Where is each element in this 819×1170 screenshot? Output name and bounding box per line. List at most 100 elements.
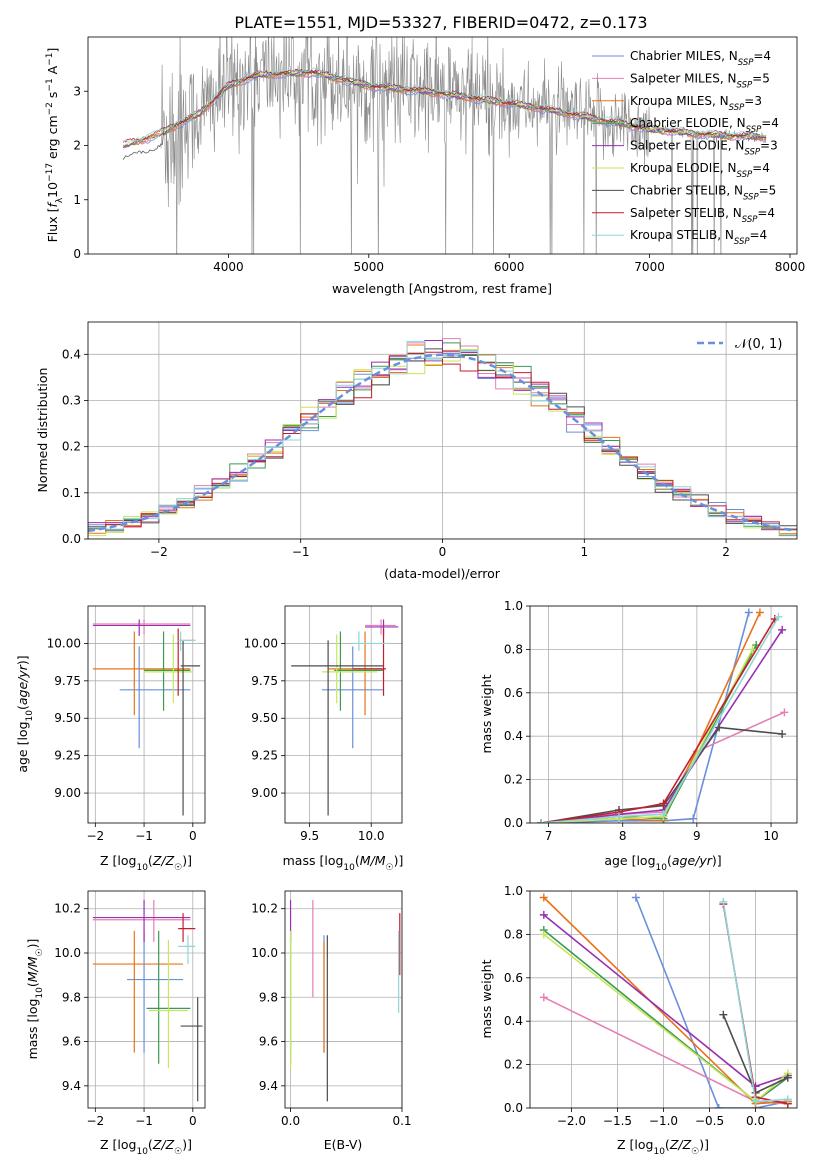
mass-vs-Z-ylabel-part: log [25,999,40,1018]
legend-entry: Chabrier ELODIE, NSSP=4 [630,116,779,135]
model-spectrum-kroupa-miles [122,70,767,147]
series-marker [537,819,546,823]
normal-reference-curve [88,353,795,533]
mass-vs-Z-xlabel-part: 10 [136,1147,148,1157]
massweight-vs-Z-ytick-label: 0.6 [504,971,523,985]
massweight-vs-age-ylabel: mass weight [479,674,494,753]
mass-vs-EBV-frame [284,890,403,1109]
residuals-chart: −2 −1 0 1 2 0.0 0.1 0.2 0.3 0.4 𝒩(0, 1) (data-model… [35,321,798,581]
spectrum-ytick-label: 1 [73,193,81,207]
legend-name: Chabrier MILES, N [630,49,738,63]
spectrum-ylabel-part: −2 [45,102,55,115]
legend-sub: SSP [746,125,762,135]
massweight-vs-age-xlabel: age [log10(age/yr)] [604,853,721,873]
series-marker [744,608,753,617]
legend-count: =4 [757,206,775,220]
legend-entry: Kroupa STELIB, NSSP=4 [630,228,767,247]
mass-vs-Z-ytick-label: 9.4 [62,1079,81,1093]
series-marker [714,1104,723,1108]
legend-name: Salpeter STELIB, N [630,206,742,220]
massweight-vs-age-xtick-label: 7 [545,829,553,843]
mass-vs-Z-xtick-label: −1 [135,1114,153,1128]
series-line-salpeter-stelib [540,618,776,823]
massweight-vs-age-xlabel-part: ( [667,853,672,868]
legend-entry: Salpeter STELIB, NSSP=4 [630,206,775,225]
mass-vs-Z-ylabel-part: 10 [35,987,45,999]
mass-vs-Z-xlabel-part: ( [148,1137,153,1152]
series-marker [719,897,728,906]
series-line-salpeter-elodie [543,914,789,1088]
series-line-chabrier-stelib [540,726,783,823]
spectrum-xtick-label: 6000 [494,260,525,274]
massweight-vs-age-xlabel-part: )] [712,853,722,868]
spectrum-ylabel-part: A [45,65,60,78]
age-vs-Z-ylabel-part: )] [15,655,30,665]
legend-entry: Chabrier STELIB, NSSP=5 [630,183,776,202]
legend-sub: SSP [742,215,758,225]
residuals-ytick-label: 0.1 [62,486,81,500]
massweight-vs-age-xtick-label: 10 [763,829,778,843]
series-marker [719,1010,728,1019]
massweight-vs-age-xtick-label: 9 [693,829,701,843]
mass-vs-Z-ylabel-part: ( [25,982,40,987]
residuals-xtick-label: 0 [439,545,447,559]
legend-name: Chabrier ELODIE, N [630,116,746,130]
massweight-vs-age-plot-area [530,606,797,823]
series-marker [631,893,640,902]
mass-vs-EBV-ytick-label: 9.4 [259,1079,278,1093]
massweight-vs-age-xlabel-part: age/yr [672,853,713,868]
massweight-vs-Z-ytick-label: 0.2 [504,1058,523,1072]
massweight-vs-age-xlabel-part: age [ [604,853,636,868]
massweight-vs-Z-frame [529,890,798,1109]
age-vs-Z-xlabel-part: Z [ [100,853,117,868]
massweight-vs-Z-plot-area [530,891,797,1108]
mass-vs-Z-ylabel-part: )] [25,939,40,949]
series-marker [689,814,698,823]
model-spectrum-salpeter-stelib [122,68,767,143]
age-vs-mass-xlabel-part: 10 [343,863,355,873]
age-vs-mass-xlabel-part: log [324,853,343,868]
massweight-vs-Z-xlabel-part: ( [665,1137,670,1152]
spectrum-ylabel-part: ] [45,48,60,53]
legend-count: =4 [750,228,768,242]
series-marker [748,645,757,654]
age-vs-mass-xlabel-part: )] [394,853,404,868]
mass-vs-Z-ylabel-part: ☉ [35,948,45,956]
age-vs-Z-ylabel-part: age/yr [15,664,30,705]
spectrum-xtick-label: 4000 [213,260,244,274]
legend-entry: Chabrier MILES, NSSP=4 [630,49,771,68]
massweight-vs-Z-ytick-label: 0.8 [504,927,523,941]
massweight-vs-Z-chart: −2.0 −1.5 −1.0 −0.5 0.0 0.0 0.2 0.4 0.6 0.8 1.0 Z [… [479,884,798,1157]
mass-vs-EBV-ytick-label: 10.2 [251,902,278,916]
age-vs-mass-frame [284,605,403,824]
series-line-kroupa-miles [541,612,761,823]
age-vs-Z-ylabel: age [log10(age/yr)] [15,655,35,772]
residuals-ytick-label: 0.3 [62,393,81,407]
massweight-vs-age-ytick-label: 0.8 [504,642,523,656]
age-vs-mass-xlabel-part: M/M [360,853,386,868]
massweight-vs-age-xtick-label: 8 [619,829,627,843]
legend-count: =4 [761,116,779,130]
legend-count: =4 [753,49,771,63]
series-marker [778,625,787,634]
spectrum-ylabel-part: Flux [ [45,208,60,243]
massweight-vs-Z-ytick-label: 0.0 [504,1101,523,1115]
residuals-xtick-label: 1 [580,545,588,559]
age-vs-mass-xlabel-part: ☉ [386,863,394,873]
legend-name: Kroupa ELODIE, N [630,161,737,175]
age-vs-Z-ytick-label: 10.00 [47,636,81,650]
age-vs-mass-xlabel-part: mass [ [283,853,325,868]
age-vs-Z-ytick-label: 9.00 [54,786,81,800]
mass-vs-Z-xlabel-part: Z/Z [152,1137,175,1152]
model-spectrum-kroupa-stelib [122,67,767,143]
massweight-vs-age-frame [529,605,798,824]
age-vs-mass-ytick-label: 9.75 [251,674,278,688]
legend-count: =5 [759,183,777,197]
massweight-vs-Z-xtick-label: −1.5 [603,1114,632,1128]
spectrum-ylabel-part: −1 [45,52,55,65]
age-vs-mass-xtick-label: 9.5 [300,829,319,843]
mass-vs-Z-xtick-label: −2 [86,1114,104,1128]
spectrum-ytick-label: 0 [73,247,81,261]
spectrum-ylabel-part: 10 [45,182,60,198]
